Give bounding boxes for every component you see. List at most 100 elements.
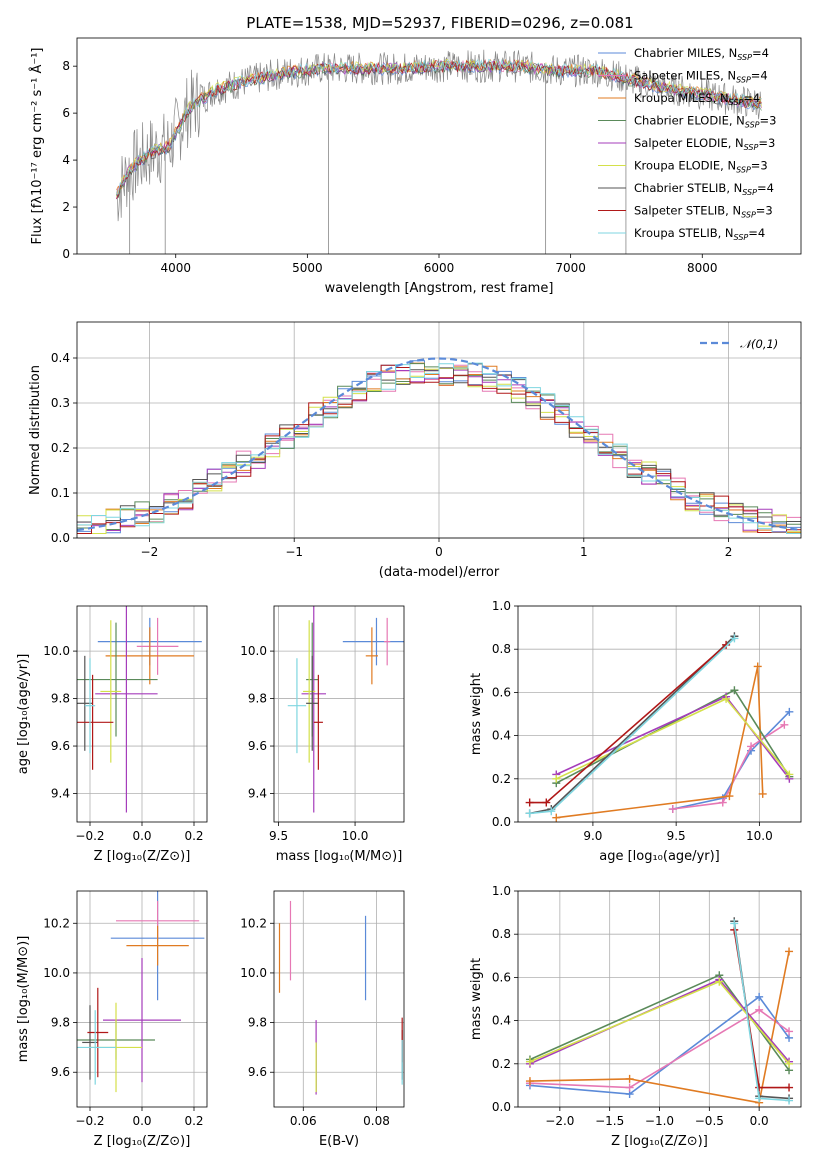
- x-tick-label: 9.5: [269, 829, 288, 843]
- mass-weight-marker: [542, 798, 551, 807]
- mass-weight-marker: [525, 809, 534, 818]
- y-tick-label: 9.6: [51, 1065, 70, 1079]
- x-tick-label: −1.0: [645, 1114, 674, 1128]
- y-tick-label: 0.8: [492, 642, 511, 656]
- y-tick-label: 0.4: [492, 729, 511, 743]
- x-tick-label: −2: [141, 545, 159, 559]
- x-tick-label: 0: [435, 545, 443, 559]
- spectrum-model-line: [116, 58, 762, 195]
- axes-age-vs-Z: −0.2 0.0 0.2 9.4 9.6 9.8 10.0 Z [log₁₀(Z/Z⊙)] ag…: [16, 605, 208, 864]
- plot-area-mass-vs-Z: [77, 891, 205, 1093]
- x-tick-label: 0.0: [132, 1114, 151, 1128]
- x-tick-label: 4000: [160, 261, 191, 275]
- x-axis-label: E(B-V): [319, 1134, 359, 1149]
- legend-entry: Kroupa MILES, NSSP=4: [634, 91, 760, 107]
- x-tick-label: 10.0: [342, 829, 369, 843]
- plot-area-spectrum: [116, 49, 762, 254]
- mass-weight-marker: [552, 774, 561, 783]
- mass-weight-line: [529, 635, 735, 815]
- plot-area-residuals: [77, 357, 801, 534]
- x-axis-label: Z [log₁₀(Z/Z⊙)]: [611, 1134, 708, 1149]
- mass-weight-marker: [730, 634, 739, 643]
- x-axis-label: Z [log₁₀(Z/Z⊙)]: [94, 849, 191, 864]
- axes-frame: [273, 890, 405, 1108]
- x-tick-label: 5000: [292, 261, 323, 275]
- x-tick-label: −0.2: [75, 1114, 104, 1128]
- x-tick-label: 8000: [687, 261, 718, 275]
- mass-weight-marker: [722, 640, 731, 649]
- x-axis-label: wavelength [Angstrom, rest frame]: [325, 281, 554, 296]
- mass-weight-marker: [785, 1083, 794, 1092]
- x-tick-label: −1.5: [595, 1114, 624, 1128]
- x-axis-label: (data-model)/error: [379, 565, 500, 580]
- y-tick-label: 4: [62, 153, 70, 167]
- x-axis-label: age [log₁₀(age/yr)]: [599, 849, 720, 864]
- x-tick-label: 6000: [424, 261, 455, 275]
- y-tick-label: 0.1: [51, 486, 70, 500]
- mass-weight-marker: [718, 798, 727, 807]
- axes-mass-vs-Z: −0.2 0.0 0.2 9.6 9.8 10.0 10.2 Z [log₁₀(Z/Z⊙)] m…: [16, 890, 208, 1149]
- spectrum-legend: Chabrier MILES, NSSP=4 Salpeter MILES, NS…: [598, 46, 776, 242]
- mass-weight-marker: [747, 742, 756, 751]
- legend-entry: Chabrier STELIB, NSSP=4: [634, 181, 774, 197]
- x-tick-label: 0.0: [132, 829, 151, 843]
- x-tick-label: 0.0: [750, 1114, 769, 1128]
- y-tick-label: 8: [62, 59, 70, 73]
- x-tick-label: −0.5: [695, 1114, 724, 1128]
- mass-weight-line: [672, 711, 790, 810]
- y-tick-label: 0: [62, 247, 70, 261]
- axes-residuals: −2 −1 0 1 2 0.0 0.1 0.2 0.3 0.4 (data-model)/error…: [28, 321, 802, 580]
- y-tick-label: 10.0: [240, 966, 267, 980]
- x-tick-label: 0.2: [184, 829, 203, 843]
- plot-area-age-vs-Z: [77, 606, 202, 813]
- plot-layer: 4000 5000 6000 7000 8000 0 2 4 6 8 wavelength [Ang…: [16, 37, 802, 1149]
- plot-area-mass-vs-EBV: [278, 900, 403, 1095]
- y-tick-label: 9.8: [51, 1016, 70, 1030]
- x-tick-label: 10.0: [746, 829, 773, 843]
- residual-histogram: [77, 362, 801, 534]
- mass-weight-marker: [525, 1057, 534, 1066]
- legend-entry: Salpeter MILES, NSSP=4: [634, 69, 768, 85]
- y-tick-label: 9.6: [248, 739, 267, 753]
- mass-weight-marker: [525, 798, 534, 807]
- x-axis-label: Z [log₁₀(Z/Z⊙)]: [94, 1134, 191, 1149]
- mass-weight-marker: [755, 992, 764, 1001]
- y-tick-label: 0.2: [51, 441, 70, 455]
- y-tick-label: 0.0: [51, 531, 70, 545]
- gaussian-curve: [77, 357, 801, 532]
- y-tick-label: 10.0: [240, 644, 267, 658]
- axes-weight-vs-age: 9.0 9.5 10.0 0.0 0.2 0.4 0.6 0.8 1.0 age [log₁₀(a…: [469, 599, 802, 864]
- residual-histogram: [77, 364, 801, 534]
- axes-age-vs-mass: 9.5 10.0 9.4 9.6 9.8 10.0 mass [log₁₀(M/M⊙)]: [240, 605, 405, 864]
- spectrum-model-line: [116, 58, 762, 199]
- figure-title: PLATE=1538, MJD=52937, FIBERID=0296, z=0…: [246, 14, 633, 32]
- mass-weight-marker: [785, 1059, 794, 1068]
- x-tick-label: −2.0: [545, 1114, 574, 1128]
- plot-area-age-vs-mass: [287, 606, 404, 813]
- mass-weight-marker: [722, 694, 731, 703]
- legend-entry: Kroupa STELIB, NSSP=4: [634, 226, 765, 242]
- mass-weight-line: [529, 1008, 790, 1089]
- y-tick-label: 0.4: [492, 1014, 511, 1028]
- x-tick-label: −0.2: [75, 829, 104, 843]
- mass-weight-line: [529, 995, 790, 1095]
- mass-weight-marker: [785, 947, 794, 956]
- y-tick-label: 1.0: [492, 599, 511, 613]
- y-tick-label: 9.6: [51, 739, 70, 753]
- mass-weight-marker: [780, 720, 789, 729]
- y-tick-label: 9.8: [51, 692, 70, 706]
- axes-weight-vs-Z: −2.0 −1.5 −1.0 −0.5 0.0 0.0 0.2 0.4 0.6 0.8 1.0 Z […: [469, 884, 802, 1149]
- x-tick-label: 2: [725, 545, 733, 559]
- mass-weight-marker: [730, 919, 739, 928]
- y-tick-label: 10.0: [43, 644, 70, 658]
- y-tick-label: 10.0: [43, 966, 70, 980]
- mass-weight-marker: [753, 662, 762, 671]
- mass-weight-marker: [755, 1083, 764, 1092]
- x-tick-label: 1: [580, 545, 588, 559]
- mass-weight-line: [556, 666, 764, 819]
- mass-weight-marker: [758, 789, 767, 798]
- residual-histogram: [77, 369, 801, 534]
- legend-entry: Kroupa ELODIE, NSSP=3: [634, 159, 768, 175]
- y-tick-label: 0.6: [492, 970, 511, 984]
- mass-weight-marker: [730, 686, 739, 695]
